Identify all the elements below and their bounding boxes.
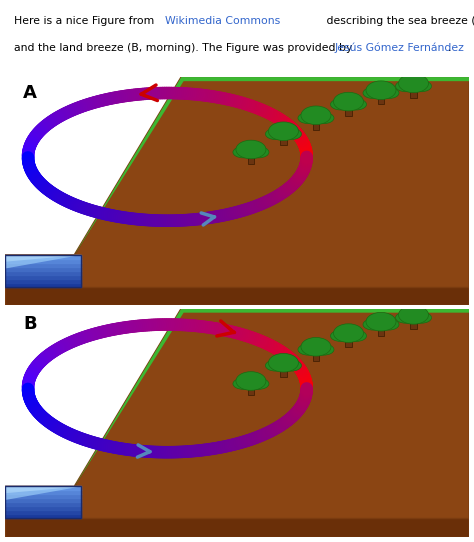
Ellipse shape [265, 360, 286, 371]
Text: .: . [448, 43, 452, 53]
Polygon shape [313, 354, 319, 361]
Ellipse shape [301, 338, 331, 356]
Ellipse shape [410, 81, 431, 92]
Ellipse shape [346, 330, 366, 341]
Ellipse shape [298, 113, 319, 124]
Ellipse shape [248, 147, 269, 158]
Ellipse shape [281, 360, 301, 371]
Ellipse shape [236, 140, 266, 159]
Ellipse shape [334, 92, 364, 111]
Ellipse shape [366, 81, 396, 100]
Ellipse shape [281, 128, 301, 140]
Polygon shape [5, 486, 82, 518]
Ellipse shape [378, 319, 399, 330]
Text: A: A [23, 84, 37, 102]
Text: Jesús Gómez Fernández: Jesús Gómez Fernández [335, 43, 465, 54]
Ellipse shape [363, 319, 384, 330]
Ellipse shape [395, 312, 417, 323]
Polygon shape [248, 389, 254, 395]
Polygon shape [346, 109, 352, 116]
Polygon shape [5, 287, 469, 305]
Polygon shape [74, 308, 469, 486]
Ellipse shape [330, 99, 352, 110]
Ellipse shape [399, 74, 428, 93]
Ellipse shape [395, 81, 417, 92]
Ellipse shape [410, 312, 431, 323]
Polygon shape [5, 255, 82, 262]
Polygon shape [280, 370, 287, 377]
Text: Here is a nice Figure from: Here is a nice Figure from [14, 16, 158, 25]
Ellipse shape [298, 344, 319, 355]
Ellipse shape [233, 378, 254, 389]
Polygon shape [410, 91, 417, 98]
Ellipse shape [366, 312, 396, 331]
Polygon shape [378, 98, 384, 105]
Polygon shape [74, 77, 469, 255]
Ellipse shape [268, 353, 299, 372]
Text: Wikimedia Commons: Wikimedia Commons [165, 16, 280, 25]
Polygon shape [280, 139, 287, 145]
Ellipse shape [233, 147, 254, 158]
Text: describing the sea breeze (A, evening/afternoon): describing the sea breeze (A, evening/af… [323, 16, 474, 25]
Ellipse shape [265, 128, 286, 140]
Text: B: B [23, 315, 37, 333]
Ellipse shape [378, 87, 399, 99]
Polygon shape [248, 157, 254, 164]
Ellipse shape [313, 113, 334, 124]
Polygon shape [5, 518, 469, 537]
Polygon shape [5, 308, 469, 537]
Ellipse shape [301, 106, 331, 125]
Ellipse shape [334, 324, 364, 343]
Polygon shape [313, 122, 319, 130]
Ellipse shape [399, 306, 428, 324]
Polygon shape [5, 486, 82, 500]
Polygon shape [5, 255, 82, 287]
Polygon shape [378, 329, 384, 336]
Ellipse shape [330, 330, 352, 341]
Polygon shape [346, 340, 352, 347]
Polygon shape [5, 255, 82, 269]
Polygon shape [5, 77, 469, 305]
Ellipse shape [236, 372, 266, 390]
Ellipse shape [268, 122, 299, 140]
Ellipse shape [346, 99, 366, 110]
Polygon shape [5, 486, 82, 493]
Ellipse shape [363, 87, 384, 99]
Ellipse shape [248, 378, 269, 389]
Polygon shape [410, 322, 417, 329]
Ellipse shape [313, 344, 334, 355]
Text: and the land breeze (B, morning). The Figure was provided by: and the land breeze (B, morning). The Fi… [14, 43, 356, 53]
